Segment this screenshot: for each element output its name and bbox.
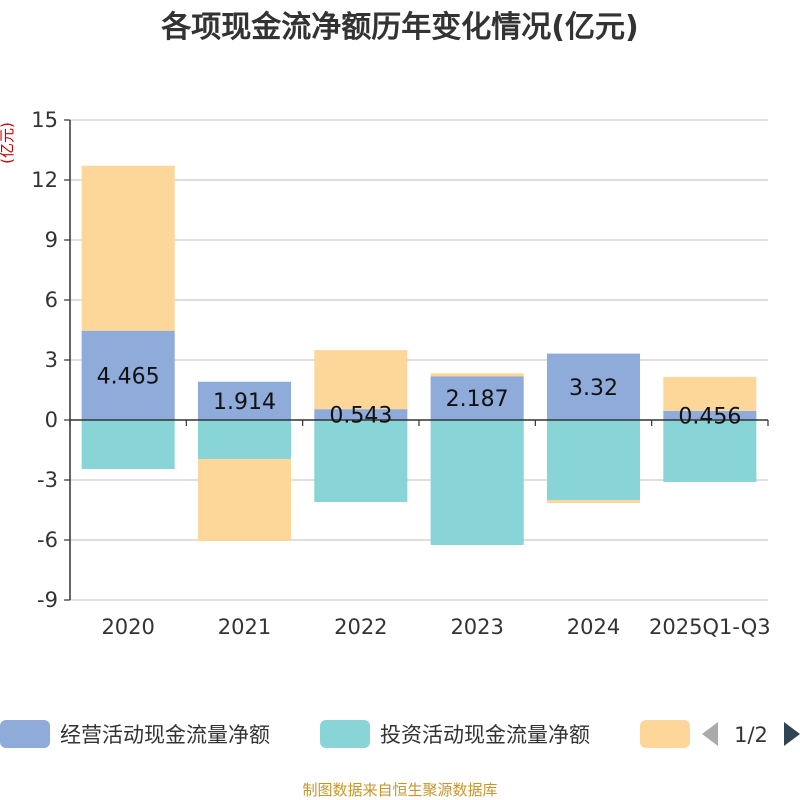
y-tick-label: 6	[45, 288, 58, 312]
data-label-2024: 3.32	[569, 376, 618, 401]
bar-series3-2022	[314, 350, 408, 410]
y-tick-label: -6	[37, 528, 58, 552]
bar-series1-2023	[430, 376, 524, 420]
bar-series3-2020	[81, 165, 175, 331]
bar-series3-2023	[430, 373, 524, 377]
bar-series1-2021	[197, 381, 292, 420]
data-label-2021: 1.914	[213, 390, 276, 415]
legend-item-3[interactable]	[640, 720, 690, 748]
bar-series3-2021	[197, 459, 292, 541]
y-tick-label: 12	[31, 168, 58, 192]
bar-series1-2022	[314, 409, 408, 420]
legend-label: 经营活动现金流量净额	[60, 723, 270, 747]
x-tick-label: 2022	[334, 615, 387, 639]
bar-series2-2021	[197, 420, 292, 459]
bar-series2-2025Q1-Q3	[663, 420, 757, 482]
x-tick-label: 2023	[450, 615, 503, 639]
legend-swatch	[320, 720, 370, 748]
grid-layer	[70, 119, 768, 601]
y-tick-label: 0	[45, 408, 58, 432]
axis-layer: 15 12 9 6 3 0 -3 -6 -9 2020 2021 2022 2023 2024 2025Q1…	[31, 108, 770, 639]
bar-series1-2020	[81, 330, 175, 420]
data-label-2020: 4.465	[97, 364, 160, 389]
y-tick-label: -3	[37, 468, 58, 492]
legend-next-page-icon[interactable]	[784, 722, 800, 746]
chart-title: 各项现金流净额历年变化情况(亿元)	[160, 10, 638, 45]
x-tick-label: 2025Q1-Q3	[649, 615, 771, 639]
y-tick-label: 3	[45, 348, 58, 372]
bar-series2-2024	[546, 420, 641, 500]
bar-series2-2022	[314, 420, 408, 502]
x-tick-label: 2021	[218, 615, 271, 639]
data-label-2022: 0.543	[329, 404, 392, 429]
bar-series3-2024	[546, 500, 641, 503]
legend-label: 投资活动现金流量净额	[380, 723, 590, 747]
y-axis-unit-label: (亿元)	[0, 122, 16, 164]
bar-series1-2024	[546, 353, 641, 420]
bar-series3-2025Q1-Q3	[663, 376, 757, 411]
y-tick-label: -9	[37, 588, 58, 612]
legend-item-1[interactable]: 经营活动现金流量净额	[0, 720, 270, 748]
data-source-note: 制图数据来自恒生聚源数据库	[302, 781, 497, 799]
bar-series2-2020	[81, 420, 175, 469]
labels-layer: 4.465 1.914 0.543 2.187 3.32 0.456	[97, 364, 742, 429]
y-tick-label: 9	[45, 228, 58, 252]
legend: 经营活动现金流量净额 投资活动现金流量净额 1/2	[0, 720, 800, 748]
x-tick-label: 2024	[567, 615, 620, 639]
bar-series2-2023	[430, 420, 524, 545]
y-tick-label: 15	[31, 108, 58, 132]
legend-prev-page-icon[interactable]	[702, 722, 718, 746]
data-label-2025Q1-Q3: 0.456	[678, 404, 741, 429]
legend-page-indicator: 1/2	[734, 723, 768, 747]
legend-swatch	[640, 720, 690, 748]
bars-layer	[81, 165, 757, 545]
legend-item-2[interactable]: 投资活动现金流量净额	[320, 720, 590, 748]
data-label-2023: 2.187	[446, 387, 509, 412]
legend-swatch	[0, 720, 50, 748]
bar-series1-2025Q1-Q3	[663, 410, 757, 420]
x-tick-label: 2020	[101, 615, 154, 639]
